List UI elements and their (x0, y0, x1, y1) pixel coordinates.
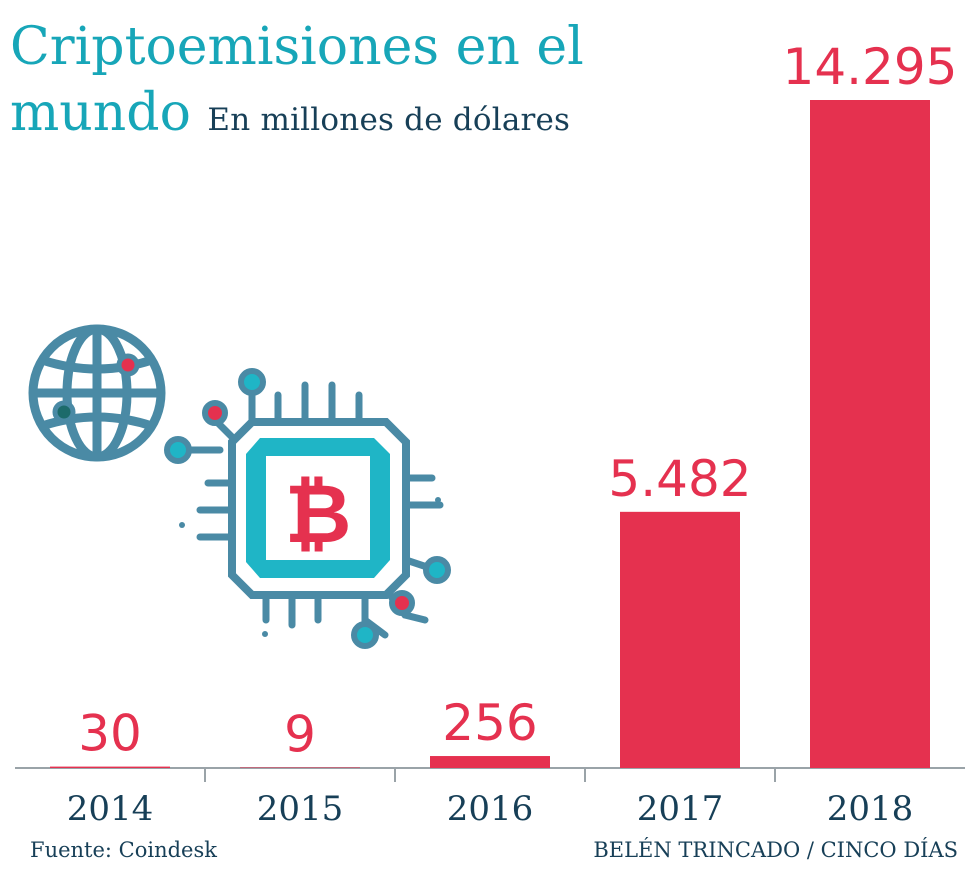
chart-subtitle: En millones de dólares (207, 102, 571, 138)
bar-2014 (50, 766, 170, 768)
bar-2018 (810, 100, 930, 768)
tick-label-2014: 2014 (67, 789, 154, 829)
value-label-2015: 9 (284, 706, 316, 764)
tick-label-2016: 2016 (447, 789, 534, 829)
chart-title-text: Criptoemisiones en el mundo (10, 17, 584, 143)
value-label-2018: 14.295 (783, 38, 958, 96)
bitcoin-chip-icon: ₿ (164, 368, 451, 649)
bar-2015 (240, 767, 360, 768)
tick-label-2015: 2015 (257, 789, 344, 829)
source-note: Fuente: Coindesk (30, 838, 217, 862)
author-credit: BELÉN TRINCADO / CINCO DÍAS (593, 838, 958, 862)
value-label-2014: 30 (78, 705, 142, 763)
tick-label-2017: 2017 (637, 789, 724, 829)
value-label-2017: 5.482 (608, 450, 751, 508)
chart-title: Criptoemisiones en el mundo En millones … (10, 14, 770, 153)
value-label-2016: 256 (442, 694, 537, 752)
globe-icon (28, 324, 166, 462)
bitcoin-symbol: ₿ (285, 467, 352, 562)
bar-2016 (430, 756, 550, 768)
crypto-illustration: ₿ (28, 324, 451, 649)
tick-label-2018: 2018 (827, 789, 914, 829)
bar-2017 (620, 511, 740, 768)
